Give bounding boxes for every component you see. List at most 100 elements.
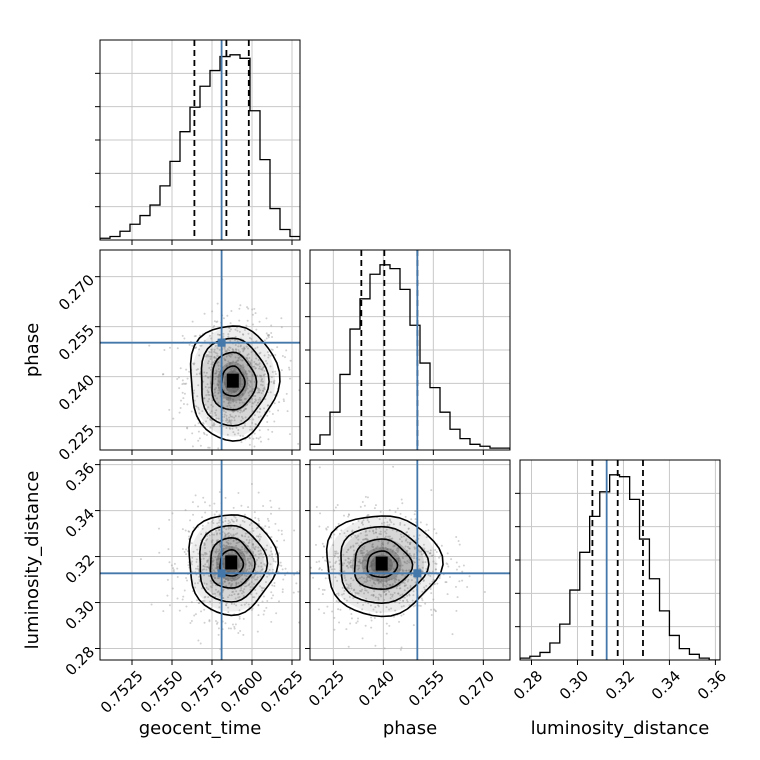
density-contour — [325, 515, 444, 618]
sample-point — [239, 355, 242, 358]
density-contour — [200, 337, 270, 427]
sample-point — [388, 583, 391, 586]
sample-point — [329, 565, 332, 568]
sample-point — [239, 434, 242, 437]
sample-point — [229, 547, 232, 550]
sample-point — [408, 561, 411, 564]
sample-point — [382, 582, 385, 585]
sample-point — [360, 561, 363, 564]
sample-point — [364, 538, 367, 541]
sample-point — [253, 380, 256, 383]
sample-point — [254, 516, 257, 519]
sample-point — [251, 575, 254, 578]
sample-point — [176, 567, 179, 570]
sample-point — [197, 422, 200, 425]
density-contour — [211, 351, 258, 411]
sample-point — [240, 589, 243, 592]
sample-point — [158, 551, 161, 554]
sample-point — [206, 354, 209, 357]
sample-point — [405, 550, 408, 553]
sample-point — [268, 526, 271, 529]
sample-point — [369, 565, 372, 568]
sample-point — [204, 547, 207, 550]
sample-point — [224, 534, 227, 537]
sample-point — [226, 405, 229, 408]
sample-point — [230, 546, 233, 549]
sample-point — [379, 580, 382, 583]
sample-point — [184, 383, 187, 386]
sample-point — [183, 392, 186, 395]
sample-point — [230, 368, 233, 371]
density-contour — [189, 325, 281, 442]
sample-point — [211, 560, 214, 563]
sample-point — [208, 620, 211, 623]
sample-point — [191, 432, 194, 435]
sample-point — [166, 578, 169, 581]
sample-point — [392, 465, 395, 468]
sample-point — [217, 627, 220, 630]
sample-point — [364, 534, 367, 537]
sample-point — [237, 359, 240, 362]
sample-point — [362, 603, 365, 606]
sample-point — [420, 553, 423, 556]
sample-point — [352, 597, 355, 600]
sample-point — [372, 559, 375, 562]
sample-point — [227, 578, 230, 581]
sample-point — [430, 489, 433, 492]
sample-point — [163, 349, 166, 352]
sample-point — [270, 546, 273, 549]
sample-point — [226, 577, 229, 580]
sample-point — [238, 319, 241, 322]
sample-point — [223, 376, 226, 379]
sample-point — [206, 535, 209, 538]
sample-point — [259, 549, 262, 552]
sample-point — [371, 564, 374, 567]
sample-point — [402, 599, 405, 602]
sample-point — [223, 580, 226, 583]
sample-point — [252, 582, 255, 585]
sample-point — [215, 510, 218, 513]
sample-point — [356, 601, 359, 604]
sample-point — [358, 560, 361, 563]
sample-point — [213, 570, 216, 573]
sample-point — [197, 439, 200, 442]
sample-point — [234, 367, 237, 370]
sample-point — [380, 548, 383, 551]
sample-point — [239, 589, 242, 592]
sample-point — [197, 406, 200, 409]
sample-point — [270, 620, 273, 623]
sample-point — [211, 584, 214, 587]
sample-point — [227, 522, 230, 525]
sample-point — [150, 603, 153, 606]
sample-point — [264, 548, 267, 551]
sample-point — [350, 566, 353, 569]
sample-point — [447, 565, 450, 568]
sample-point — [260, 568, 263, 571]
sample-point — [335, 552, 338, 555]
panel-frame — [99, 249, 301, 451]
sample-point — [389, 583, 392, 586]
sample-point — [347, 584, 350, 587]
sample-point — [263, 609, 266, 612]
sample-point — [405, 584, 408, 587]
sample-point — [218, 593, 221, 596]
sample-point — [256, 363, 259, 366]
sample-point — [242, 558, 245, 561]
sample-point — [246, 319, 249, 322]
sample-point — [360, 549, 363, 552]
sample-point — [217, 566, 220, 569]
sample-point — [413, 561, 416, 564]
x-axis-label: geocent_time — [139, 718, 262, 739]
sample-point — [425, 584, 428, 587]
sample-point — [398, 587, 401, 590]
sample-point — [167, 548, 170, 551]
sample-point — [278, 401, 281, 404]
sample-point — [406, 560, 409, 563]
sample-point — [215, 321, 218, 324]
sample-point — [357, 617, 360, 620]
sample-point — [245, 601, 248, 604]
sample-point — [203, 543, 206, 546]
sample-point — [268, 334, 271, 337]
sample-point — [434, 568, 437, 571]
